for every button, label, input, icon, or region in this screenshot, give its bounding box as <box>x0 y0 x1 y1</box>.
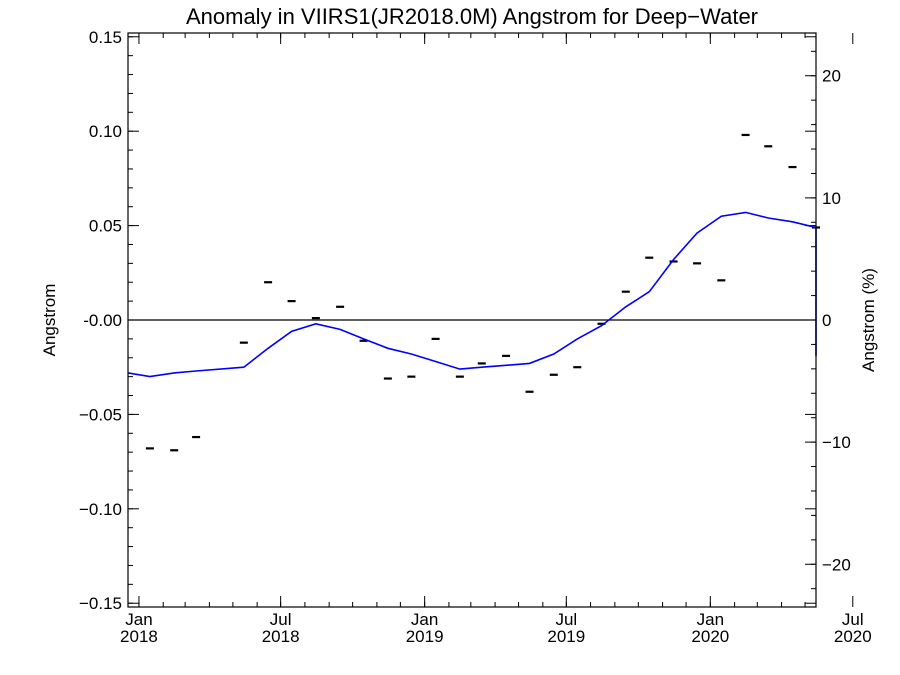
x-tick-year-label: 2019 <box>406 627 444 646</box>
chart-title: Anomaly in VIIRS1(JR2018.0M) Angstrom fo… <box>186 4 758 29</box>
x-tick-month-label: Jan <box>411 610 438 629</box>
x-tick-month-label: Jul <box>270 610 292 629</box>
y-tick-label: 0.10 <box>89 122 122 141</box>
x-tick-year-label: 2020 <box>834 627 872 646</box>
x-tick-year-label: 2018 <box>262 627 300 646</box>
plot-frame <box>127 32 817 608</box>
y-axis-label: Angstrom <box>40 284 59 357</box>
y2-axis-label: Angstrom (%) <box>859 268 878 372</box>
x-tick-year-label: 2020 <box>691 627 729 646</box>
x-tick-month-label: Jul <box>842 610 864 629</box>
axes: 0.15 0.10 0.05 -0.00 −0.05 −0.10 −0.15 20 10 0 −10… <box>79 28 872 646</box>
y-tick-label: 0.05 <box>89 217 122 236</box>
y-tick-label: −0.05 <box>79 405 122 424</box>
x-tick-year-label: 2018 <box>120 627 158 646</box>
plot-area <box>127 133 820 452</box>
y-tick-label: -0.00 <box>83 311 122 330</box>
x-tick-month-label: Jan <box>125 610 152 629</box>
y-tick-label: 0.15 <box>89 28 122 47</box>
x-tick-month-label: Jul <box>555 610 577 629</box>
y-tick-label: −0.15 <box>79 594 122 613</box>
y2-tick-label: 0 <box>822 311 831 330</box>
smoothed-series-line <box>127 211 817 378</box>
y2-tick-label: −10 <box>822 433 851 452</box>
y-tick-label: −0.10 <box>79 500 122 519</box>
y2-tick-label: 20 <box>822 67 841 86</box>
y2-tick-label: 10 <box>822 189 841 208</box>
y2-tick-label: −20 <box>822 555 851 574</box>
x-tick-month-label: Jan <box>697 610 724 629</box>
x-tick-year-label: 2019 <box>547 627 585 646</box>
